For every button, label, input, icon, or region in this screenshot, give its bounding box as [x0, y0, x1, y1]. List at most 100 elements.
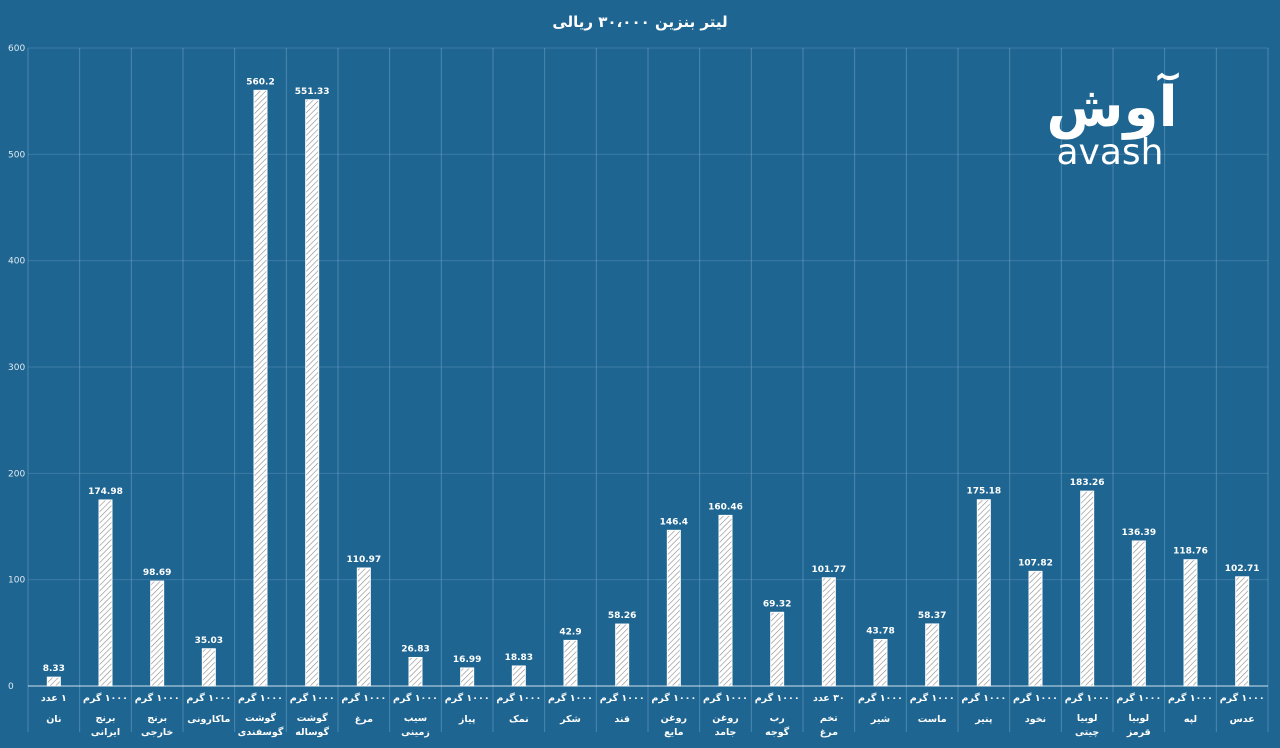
x-axis-labels: ۱ عدد نان ۱۰۰۰ گرم برنج ایرانی ۱۰۰۰ گرم برنج خا…	[41, 692, 1265, 738]
bar	[1028, 570, 1043, 687]
bar	[511, 665, 526, 687]
x-tick-unit: ۱۰۰۰ گرم	[961, 692, 1006, 704]
bar	[1131, 540, 1146, 687]
y-tick-label: 600	[8, 44, 25, 54]
x-tick-name: تخم مرغ	[820, 713, 838, 738]
x-tick-name: قند	[614, 714, 630, 725]
data-labels: 8.33 174.98 98.69 35.03 560.2 551.33 110.97 26.…	[43, 77, 1260, 674]
x-tick-name: مرغ	[355, 714, 373, 725]
data-label: 58.26	[608, 611, 636, 621]
bar	[356, 567, 371, 687]
bar	[408, 656, 423, 687]
bar	[98, 499, 113, 687]
x-tick-name: برنج خارجی	[141, 713, 173, 738]
x-tick-unit: ۱۰۰۰ گرم	[600, 692, 645, 704]
x-tick-unit: ۱۰۰۰ گرم	[238, 692, 283, 704]
x-tick-name: پنیر	[974, 714, 992, 725]
data-label: 101.77	[811, 565, 846, 575]
x-tick-name: پیاز	[458, 714, 475, 725]
x-tick-unit: ۱۰۰۰ گرم	[548, 692, 593, 704]
bar	[1235, 576, 1250, 687]
y-tick-label: 200	[8, 469, 25, 479]
data-label: 42.9	[559, 627, 581, 637]
y-tick-label: 400	[8, 257, 25, 267]
bar	[563, 639, 578, 687]
data-label: 35.03	[195, 636, 223, 646]
x-tick-unit: ۱۰۰۰ گرم	[135, 692, 180, 704]
x-tick-unit: ۱۰۰۰ گرم	[1116, 692, 1161, 704]
logo-latin: avash	[1057, 132, 1164, 173]
x-tick-unit: ۱۰۰۰ گرم	[496, 692, 541, 704]
data-label: 118.76	[1173, 547, 1208, 557]
data-label: 102.71	[1225, 564, 1260, 574]
x-tick-unit: ۱۰۰۰ گرم	[651, 692, 696, 704]
x-tick-name: روغن جامد	[712, 713, 738, 738]
data-label: 58.37	[918, 611, 946, 621]
x-tick-name: ماکارونی	[187, 714, 230, 725]
x-tick-unit: ۱۰۰۰ گرم	[393, 692, 438, 704]
x-tick-unit: ۱۰۰۰ گرم	[1168, 692, 1213, 704]
x-tick-name: نمک	[509, 714, 529, 725]
y-axis: 0 100 200 300 400 500 600	[8, 44, 25, 692]
x-tick-unit: ۱۰۰۰ گرم	[290, 692, 335, 704]
x-tick-name: گوشت گوسفندی	[238, 712, 284, 738]
x-tick-name: گوشت گوساله	[295, 712, 329, 738]
data-label: 98.69	[143, 568, 171, 578]
x-tick-unit: ۱۰۰۰ گرم	[858, 692, 903, 704]
y-tick-label: 500	[8, 150, 25, 160]
x-tick-unit: ۱۰۰۰ گرم	[445, 692, 490, 704]
bar	[460, 667, 475, 687]
data-label: 560.2	[246, 77, 274, 87]
data-label: 18.83	[505, 653, 533, 663]
bar	[615, 623, 630, 687]
bar	[666, 529, 681, 687]
grid	[27, 47, 1269, 732]
x-tick-unit: ۱۰۰۰ گرم	[341, 692, 386, 704]
y-tick-label: 0	[8, 682, 14, 692]
y-tick-label: 300	[8, 363, 25, 373]
x-tick-name: نان	[46, 714, 61, 725]
data-label: 136.39	[1121, 528, 1156, 538]
x-tick-unit: ۱۰۰۰ گرم	[910, 692, 955, 704]
x-tick-unit: ۱۰۰۰ گرم	[1220, 692, 1265, 704]
x-tick-unit: ۱ عدد	[41, 693, 67, 704]
y-tick-label: 100	[8, 576, 25, 586]
x-tick-unit: ۱۰۰۰ گرم	[755, 692, 800, 704]
bar	[770, 611, 785, 687]
x-tick-name: ماست	[918, 714, 947, 725]
x-tick-name: عدس	[1230, 714, 1255, 725]
bar	[821, 577, 836, 687]
bar	[150, 580, 165, 687]
x-tick-name: سیب زمینی	[401, 713, 430, 738]
x-tick-name: نخود	[1025, 714, 1046, 725]
data-label: 107.82	[1018, 558, 1053, 568]
bar	[201, 648, 216, 687]
bar	[1080, 490, 1095, 687]
bar	[305, 99, 320, 687]
data-label: 16.99	[453, 655, 481, 665]
data-label: 26.83	[401, 644, 429, 654]
x-tick-unit: ۱۰۰۰ گرم	[1013, 692, 1058, 704]
bar	[873, 638, 888, 687]
bar	[1183, 559, 1198, 687]
bar	[925, 623, 940, 687]
bar	[46, 676, 61, 687]
avash-logo: آوش avash	[1046, 72, 1179, 173]
x-tick-name: شیر	[870, 714, 890, 725]
x-tick-unit: ۱۰۰۰ گرم	[703, 692, 748, 704]
data-label: 183.26	[1070, 478, 1105, 488]
bar	[253, 89, 268, 687]
data-label: 146.4	[660, 517, 688, 527]
x-tick-name: لوبیا قرمز	[1126, 713, 1151, 738]
bar	[976, 499, 991, 687]
data-label: 110.97	[346, 555, 381, 565]
chart-title: لیتر بنزین ۳۰،۰۰۰ ریالی	[552, 13, 727, 31]
data-label: 160.46	[708, 502, 743, 512]
data-label: 175.18	[966, 487, 1001, 497]
data-label: 174.98	[88, 487, 123, 497]
bar	[718, 514, 733, 687]
data-label: 551.33	[295, 87, 330, 97]
x-tick-unit: ۳۰ عدد	[813, 693, 845, 704]
